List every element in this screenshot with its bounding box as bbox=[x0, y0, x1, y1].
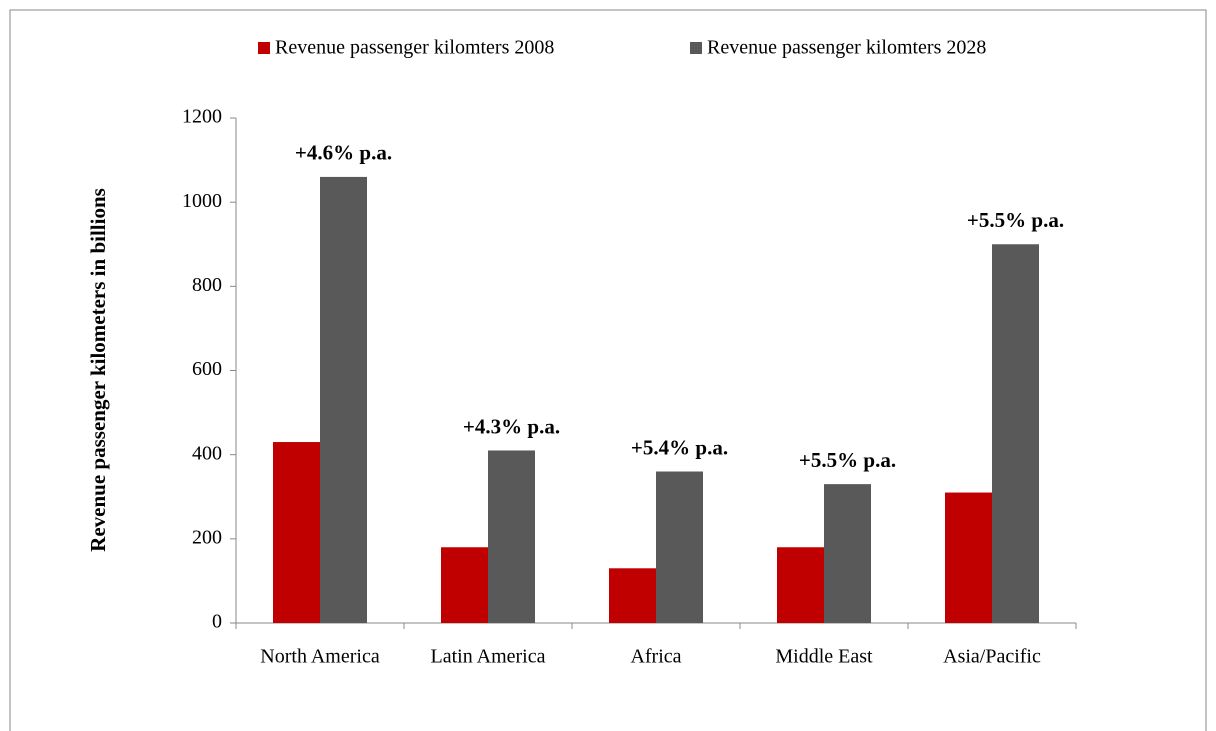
bar bbox=[320, 176, 367, 623]
frame bbox=[9, 9, 1207, 731]
y-tick-label: 800 bbox=[192, 274, 222, 296]
y-tick-label: 0 bbox=[212, 611, 222, 633]
x-tick-label: North America bbox=[260, 646, 380, 668]
x-tick-label: Africa bbox=[630, 646, 681, 668]
bar bbox=[945, 492, 992, 623]
y-tick-label: 1200 bbox=[182, 106, 222, 128]
y-tick-label: 400 bbox=[192, 442, 222, 464]
annotation: +5.4% p.a. bbox=[631, 435, 728, 459]
annotation: +5.5% p.a. bbox=[967, 208, 1064, 232]
bar bbox=[273, 442, 320, 623]
y-axis-label: Revenue passenger kilometers in billions bbox=[86, 188, 110, 552]
y-tick-label: 600 bbox=[192, 358, 222, 380]
y-tick-label: 1000 bbox=[182, 190, 222, 212]
x-tick-label: Middle East bbox=[775, 646, 873, 668]
annotation: +4.6% p.a. bbox=[295, 141, 392, 165]
annotation: +4.3% p.a. bbox=[463, 414, 560, 438]
bar bbox=[824, 484, 871, 623]
annotation: +5.5% p.a. bbox=[799, 448, 896, 472]
bar bbox=[441, 547, 488, 623]
bar bbox=[992, 244, 1039, 623]
bar bbox=[609, 568, 656, 623]
legend-label: Revenue passenger kilomters 2028 bbox=[707, 37, 986, 59]
bar bbox=[488, 450, 535, 623]
x-tick-label: Asia/Pacific bbox=[943, 646, 1041, 668]
legend-swatch bbox=[690, 42, 702, 54]
bar bbox=[656, 471, 703, 623]
legend-label: Revenue passenger kilomters 2008 bbox=[275, 37, 554, 59]
bar bbox=[777, 547, 824, 623]
x-tick-label: Latin America bbox=[431, 646, 546, 668]
legend-swatch bbox=[258, 42, 270, 54]
y-tick-label: 200 bbox=[192, 526, 222, 548]
